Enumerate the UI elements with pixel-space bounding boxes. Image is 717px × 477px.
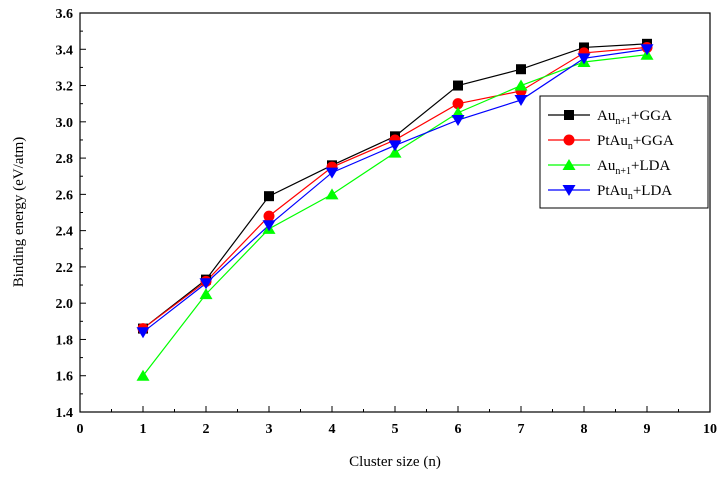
data-point: [136, 369, 150, 381]
series-lines: [142, 43, 648, 377]
data-point: [325, 167, 339, 179]
legend-label: Aun+1+GGA: [597, 108, 672, 127]
y-tick-label: 3.4: [56, 43, 74, 58]
legend-marker: [562, 185, 576, 196]
y-tick-label: 2.4: [56, 225, 74, 240]
y-tick-label: 1.8: [56, 333, 74, 348]
legend-marker: [562, 159, 576, 170]
x-tick-label: 0: [77, 422, 84, 437]
x-tick-label: 10: [703, 422, 717, 437]
y-axis: 1.4 1.6 1.8 2.0 2.2 2.4 2.6 2.8 3.0 3.2 3.4 3.6: [56, 7, 86, 421]
data-point: [451, 106, 465, 118]
y-tick-label: 2.8: [56, 152, 74, 167]
legend-marker: [564, 110, 574, 120]
legend-label: PtAun+LDA: [597, 183, 672, 202]
y-tick-label: 3.0: [56, 116, 74, 131]
x-tick-label: 4: [329, 422, 336, 437]
y-tick-label: 1.4: [56, 406, 74, 421]
data-point: [452, 98, 464, 110]
y-tick-label: 2.6: [56, 188, 74, 203]
x-tick-label: 6: [455, 422, 462, 437]
x-tick-label: 5: [392, 422, 399, 437]
x-tick-label: 1: [140, 422, 147, 437]
data-point: [516, 64, 526, 75]
plot-frame: [79, 12, 711, 413]
series-markers: [136, 38, 654, 381]
x-axis-title: Cluster size (n): [349, 454, 441, 470]
x-tick-label: 3: [266, 422, 273, 437]
legend-marker: [563, 134, 575, 146]
data-point: [514, 79, 528, 91]
data-point: [514, 95, 528, 107]
data-point: [388, 140, 402, 152]
x-tick-label: 9: [644, 422, 651, 437]
x-tick-label: 7: [518, 422, 525, 437]
data-point: [136, 327, 150, 339]
data-point: [453, 80, 463, 91]
y-tick-label: 2.0: [56, 297, 74, 312]
data-point: [388, 146, 402, 158]
y-tick-label: 2.2: [56, 261, 74, 276]
y-tick-label: 1.6: [56, 370, 74, 385]
y-tick-label: 3.2: [56, 80, 74, 95]
data-point: [262, 220, 276, 232]
x-tick-label: 2: [203, 422, 210, 437]
data-point: [199, 278, 213, 290]
data-point: [263, 210, 275, 222]
data-point: [325, 188, 339, 200]
legend-label: Aun+1+LDA: [597, 158, 670, 177]
data-point: [199, 288, 213, 300]
x-axis: 0 1 2 3 4 5 6 7 8 9 10: [77, 406, 717, 437]
legend-label: PtAun+GGA: [597, 133, 674, 152]
y-tick-label: 3.6: [56, 7, 74, 22]
data-point: [577, 53, 591, 65]
legend: Aun+1+GGA PtAun+GGA Aun+1+LDA PtAun+LDA: [539, 95, 709, 209]
data-point: [451, 115, 465, 127]
y-axis-title: Binding energy (eV/atm): [11, 137, 27, 288]
x-tick-label: 8: [581, 422, 588, 437]
data-point: [640, 44, 654, 56]
data-point: [264, 191, 274, 202]
